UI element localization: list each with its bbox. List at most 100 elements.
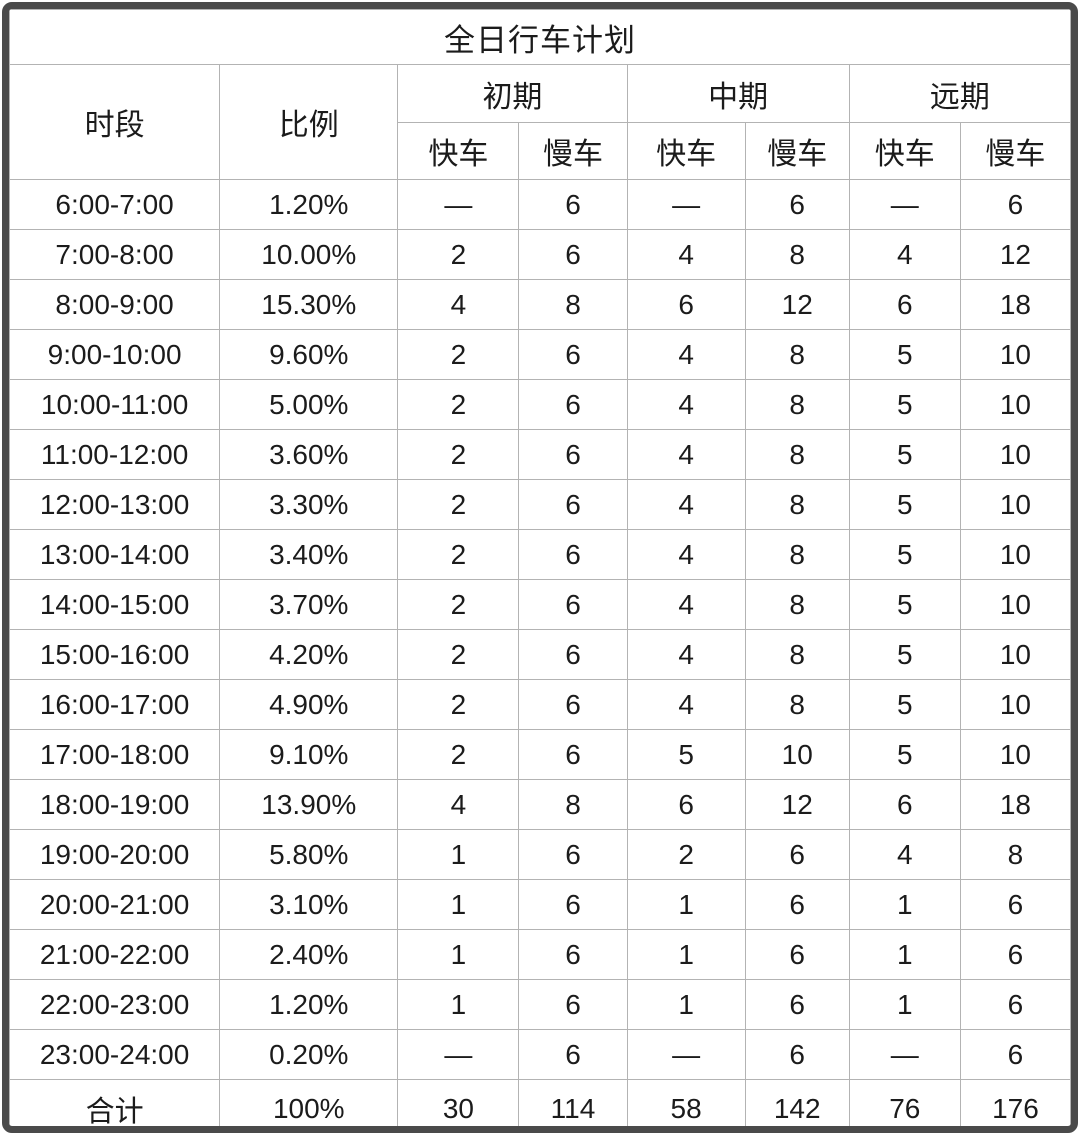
cell-time-period: 15:00-16:00	[9, 629, 221, 680]
cell-initial-express: 2	[397, 429, 520, 480]
cell-mid-express: 6	[626, 279, 746, 330]
cell-ratio: 4.20%	[219, 629, 399, 680]
col-header-longterm-express: 快车	[848, 122, 961, 180]
cell-longterm-local: 10	[959, 479, 1071, 530]
cell-initial-local: 6	[518, 679, 628, 730]
cell-initial-express: 2	[397, 379, 520, 430]
cell-mid-express: 4	[626, 529, 746, 580]
cell-ratio: 3.70%	[219, 579, 399, 630]
cell-time-period: 14:00-15:00	[9, 579, 221, 630]
cell-initial-local: 6	[518, 329, 628, 380]
cell-mid-local: 8	[744, 529, 850, 580]
cell-longterm-local: 6	[959, 179, 1071, 230]
cell-mid-express: 1	[626, 879, 746, 930]
cell-mid-express: 4	[626, 379, 746, 430]
col-header-time-period: 时段	[9, 64, 221, 180]
table-row: 16:00-17:00 4.90% 2 6 4 8 5 10	[9, 679, 1071, 730]
cell-initial-local: 6	[518, 829, 628, 880]
cell-mid-local: 8	[744, 229, 850, 280]
col-header-initial-period: 初期	[397, 64, 628, 123]
cell-mid-local: 6	[744, 979, 850, 1030]
cell-ratio: 5.80%	[219, 829, 399, 880]
table-row: 20:00-21:00 3.10% 1 6 1 6 1 6	[9, 879, 1071, 930]
total-label: 合计	[9, 1079, 221, 1126]
table-row: 11:00-12:00 3.60% 2 6 4 8 5 10	[9, 429, 1071, 480]
cell-longterm-local: 18	[959, 279, 1071, 330]
table-row: 9:00-10:00 9.60% 2 6 4 8 5 10	[9, 329, 1071, 380]
cell-mid-express: 2	[626, 829, 746, 880]
cell-longterm-local: 6	[959, 979, 1071, 1030]
cell-ratio: 1.20%	[219, 979, 399, 1030]
cell-longterm-local: 10	[959, 379, 1071, 430]
cell-ratio: 4.90%	[219, 679, 399, 730]
cell-longterm-local: 10	[959, 329, 1071, 380]
cell-longterm-express: 5	[848, 329, 961, 380]
col-header-mid-local: 慢车	[744, 122, 850, 180]
total-initial-express: 30	[397, 1079, 520, 1126]
cell-mid-local: 8	[744, 429, 850, 480]
cell-longterm-express: 1	[848, 979, 961, 1030]
cell-longterm-local: 10	[959, 629, 1071, 680]
cell-initial-local: 6	[518, 379, 628, 430]
cell-longterm-local: 18	[959, 779, 1071, 830]
cell-mid-express: 4	[626, 579, 746, 630]
cell-time-period: 8:00-9:00	[9, 279, 221, 330]
cell-longterm-local: 10	[959, 679, 1071, 730]
cell-time-period: 6:00-7:00	[9, 179, 221, 230]
cell-mid-local: 8	[744, 629, 850, 680]
cell-time-period: 16:00-17:00	[9, 679, 221, 730]
cell-initial-express: 2	[397, 729, 520, 780]
table-title: 全日行车计划	[9, 9, 1071, 65]
table-row: 21:00-22:00 2.40% 1 6 1 6 1 6	[9, 929, 1071, 980]
table-row: 23:00-24:00 0.20% —6—6—6	[9, 1029, 1071, 1080]
cell-time-period: 9:00-10:00	[9, 329, 221, 380]
total-longterm-express: 76	[848, 1079, 961, 1126]
cell-mid-local: 12	[744, 779, 850, 830]
cell-longterm-express: 4	[848, 829, 961, 880]
cell-longterm-express: 5	[848, 429, 961, 480]
cell-initial-local: 6	[518, 979, 628, 1030]
cell-mid-local: 8	[744, 579, 850, 630]
cell-initial-express: 2	[397, 529, 520, 580]
cell-longterm-express: —	[848, 179, 961, 230]
col-header-mid-express: 快车	[626, 122, 746, 180]
total-mid-express: 58	[626, 1079, 746, 1126]
train-schedule-table: 全日行车计划 时段 比例 初期 中期 远期 快车 慢车 快车 慢车 快车 慢车	[9, 9, 1071, 1126]
cell-time-period: 12:00-13:00	[9, 479, 221, 530]
table-row: 22:00-23:00 1.20% 1 6 1 6 1 6	[9, 979, 1071, 1030]
cell-longterm-local: 6	[959, 929, 1071, 980]
cell-ratio: 3.30%	[219, 479, 399, 530]
col-header-initial-local: 慢车	[518, 122, 628, 180]
total-mid-local: 142	[744, 1079, 850, 1126]
cell-mid-local: 12	[744, 279, 850, 330]
cell-mid-local: 6	[744, 829, 850, 880]
cell-time-period: 19:00-20:00	[9, 829, 221, 880]
cell-time-period: 20:00-21:00	[9, 879, 221, 930]
cell-initial-local: 6	[518, 579, 628, 630]
cell-initial-express: 2	[397, 329, 520, 380]
cell-time-period: 22:00-23:00	[9, 979, 221, 1030]
cell-mid-local: 8	[744, 379, 850, 430]
cell-initial-express: 2	[397, 629, 520, 680]
cell-mid-local: 8	[744, 679, 850, 730]
cell-initial-express: —	[397, 1029, 520, 1080]
cell-longterm-local: 6	[959, 879, 1071, 930]
cell-longterm-express: 6	[848, 279, 961, 330]
cell-longterm-express: —	[848, 1029, 961, 1080]
cell-ratio: 15.30%	[219, 279, 399, 330]
cell-ratio: 9.60%	[219, 329, 399, 380]
cell-mid-local: 6	[744, 179, 850, 230]
table-row: 6:00-7:00 1.20% —6—6—6	[9, 179, 1071, 230]
col-header-ratio: 比例	[219, 64, 399, 180]
table-row: 17:00-18:00 9.10% 2 6 5 10 5 10	[9, 729, 1071, 780]
cell-longterm-express: 6	[848, 779, 961, 830]
cell-mid-local: 6	[744, 929, 850, 980]
cell-mid-express: 4	[626, 679, 746, 730]
cell-initial-local: 6	[518, 929, 628, 980]
cell-initial-express: 1	[397, 829, 520, 880]
cell-longterm-express: 5	[848, 579, 961, 630]
cell-longterm-express: 5	[848, 679, 961, 730]
table-row: 19:00-20:00 5.80% 1 6 2 6 4 8	[9, 829, 1071, 880]
cell-initial-express: 2	[397, 679, 520, 730]
